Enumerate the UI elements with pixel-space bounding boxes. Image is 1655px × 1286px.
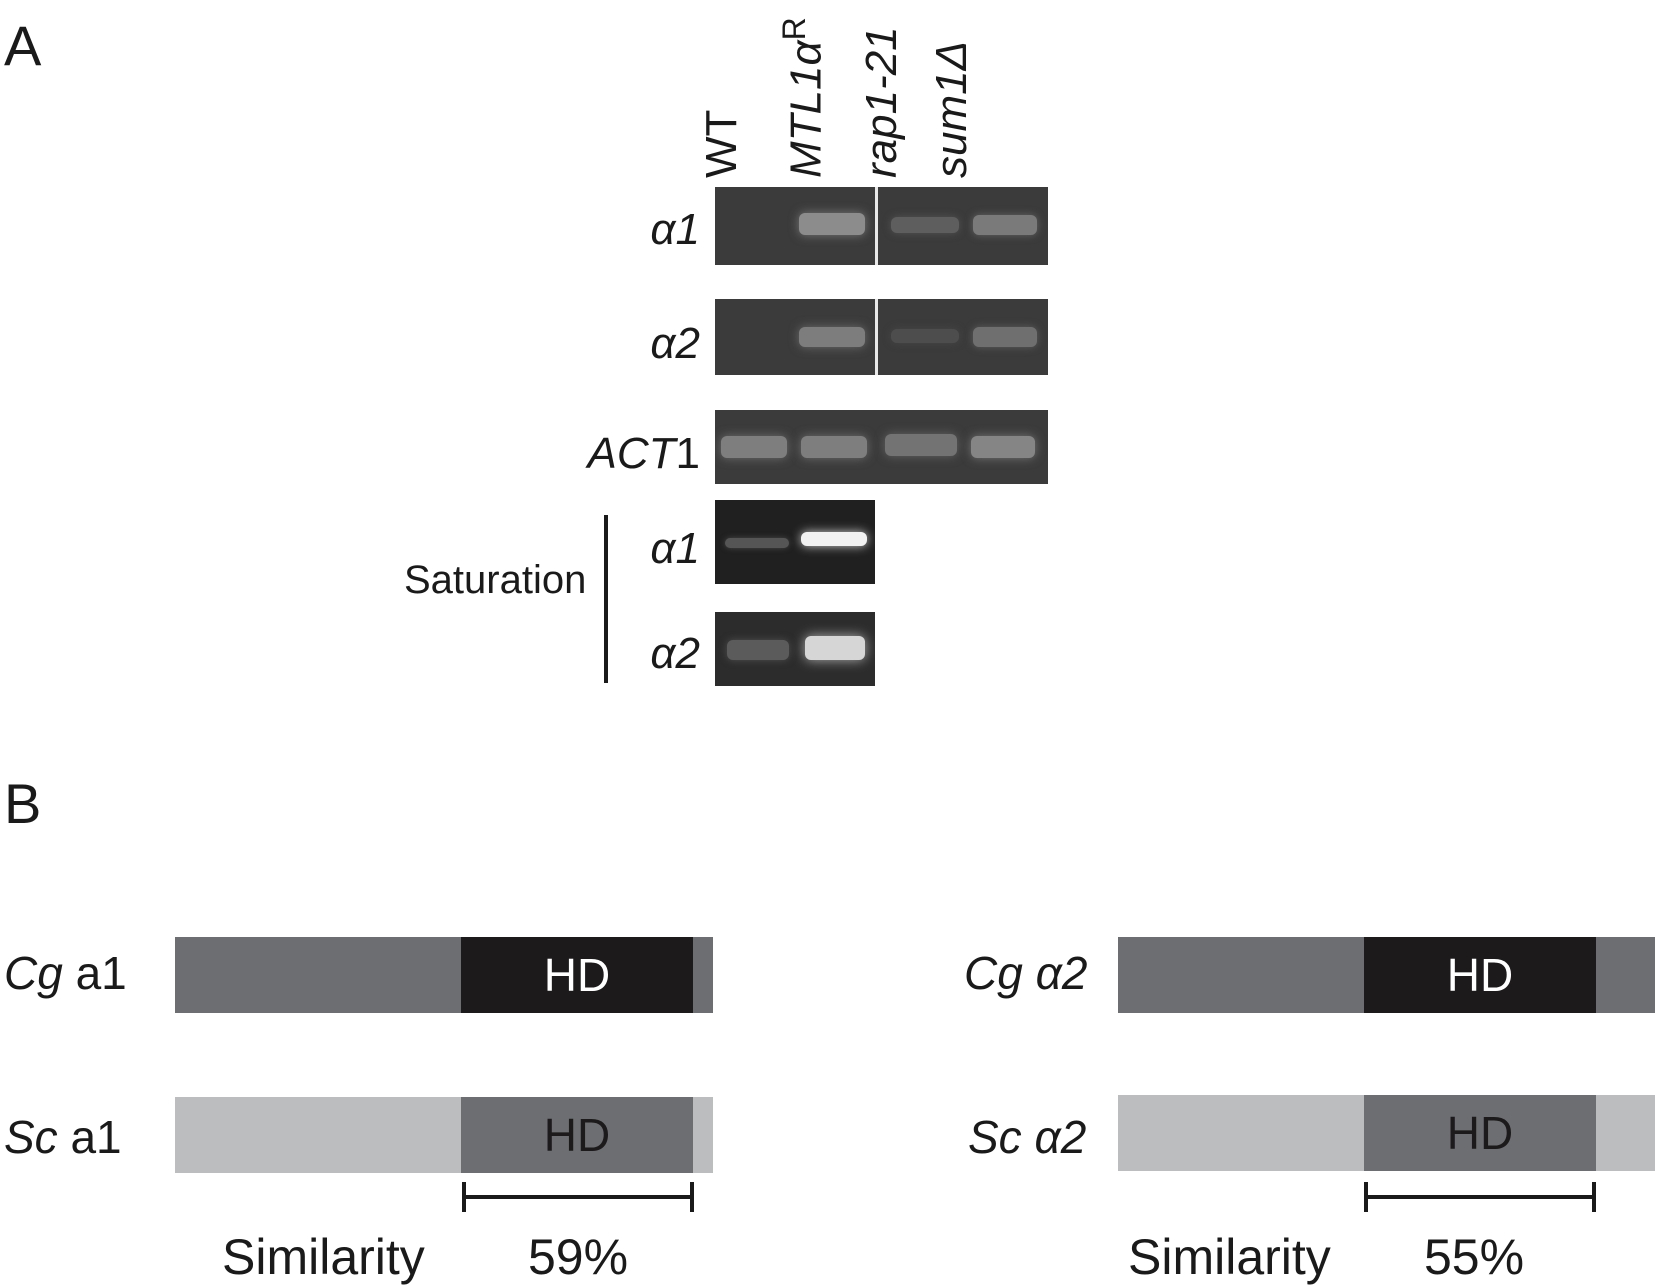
row-label-alpha2: α2 <box>650 319 700 368</box>
gel-separator <box>875 299 878 375</box>
gel-alpha2 <box>715 299 1048 375</box>
gel-sat-alpha1 <box>715 500 875 584</box>
gel-alpha1 <box>715 187 1048 265</box>
similarity-value: 55% <box>1424 1229 1525 1285</box>
protein-label-cg-a1: Cg a1 <box>4 947 127 999</box>
band <box>799 327 865 347</box>
row-label-sat-alpha1: α1 <box>650 524 700 573</box>
similarity-label: Similarity <box>222 1229 425 1285</box>
protein-label-sc-a1: Sc a1 <box>4 1111 122 1163</box>
band <box>801 532 867 546</box>
bar-cg-a1: HD <box>175 937 713 1013</box>
gel-sat-alpha2 <box>715 612 875 686</box>
bracket-tick <box>462 1182 466 1212</box>
panel-b-letter: B <box>4 772 42 835</box>
lane-label-sum1: sum1Δ <box>927 40 976 178</box>
band <box>885 434 957 456</box>
protein-label-cg-alpha2: Cg α2 <box>964 947 1088 999</box>
lane-label-rap1: rap1-21 <box>857 26 906 178</box>
gel-separator <box>875 187 878 265</box>
saturation-label: Saturation <box>404 558 587 602</box>
lane-label-wt: WT <box>697 109 746 178</box>
hd-domain: HD <box>461 937 693 1013</box>
similarity-bracket <box>462 1195 694 1199</box>
similarity-bracket <box>1364 1195 1596 1199</box>
bar-cg-alpha2: HD <box>1118 937 1655 1013</box>
protein-label-sc-alpha2: Sc α2 <box>968 1111 1087 1163</box>
band <box>801 436 867 458</box>
panel-a-letter: A <box>4 14 42 77</box>
bracket-tick <box>1364 1182 1368 1212</box>
similarity-value: 59% <box>528 1229 629 1285</box>
band <box>973 327 1037 347</box>
band <box>891 217 959 233</box>
row-label-alpha1: α1 <box>650 205 700 254</box>
gel-act1 <box>715 410 1048 484</box>
band <box>973 215 1037 235</box>
band <box>891 329 959 343</box>
hd-domain: HD <box>1364 1095 1596 1171</box>
band <box>805 636 865 660</box>
bar-sc-a1: HD <box>175 1097 713 1173</box>
band <box>971 436 1035 458</box>
row-label-sat-alpha2: α2 <box>650 629 700 678</box>
band <box>799 213 865 235</box>
bracket-tick <box>690 1182 694 1212</box>
lane-label-mtl1: MTL1αR <box>776 17 831 178</box>
bracket-tick <box>1592 1182 1596 1212</box>
hd-domain: HD <box>461 1097 693 1173</box>
hd-domain: HD <box>1364 937 1596 1013</box>
row-label-act1: ACT1 <box>587 429 700 478</box>
saturation-bracket-line <box>604 515 608 683</box>
similarity-label: Similarity <box>1128 1229 1331 1285</box>
band <box>727 640 789 660</box>
band <box>721 436 787 458</box>
band <box>725 538 789 548</box>
bar-sc-alpha2: HD <box>1118 1095 1655 1171</box>
